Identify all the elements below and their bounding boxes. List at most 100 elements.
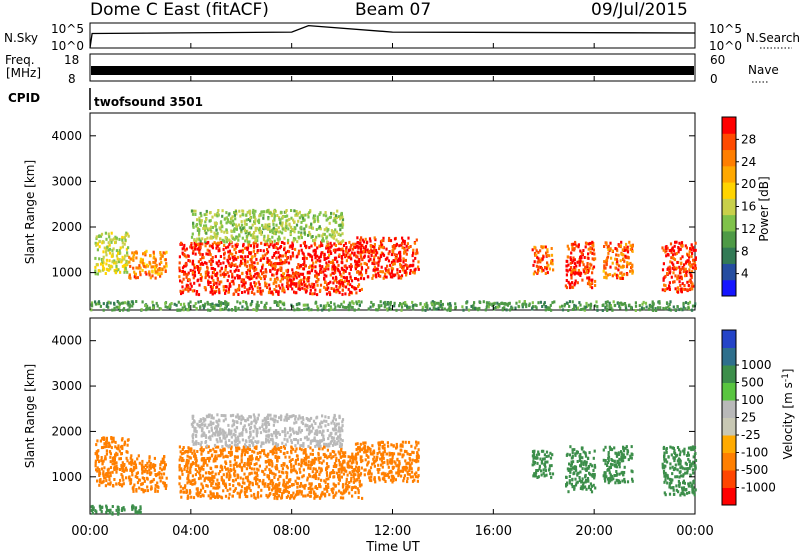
range-cell bbox=[160, 254, 163, 258]
range-cell bbox=[658, 300, 661, 304]
range-cell bbox=[384, 300, 387, 304]
range-cell bbox=[380, 265, 383, 269]
range-cell bbox=[323, 228, 326, 232]
range-cell bbox=[255, 445, 258, 449]
range-cell bbox=[343, 280, 346, 284]
range-cell bbox=[324, 492, 327, 496]
range-cell bbox=[319, 259, 322, 263]
range-cell bbox=[344, 469, 347, 473]
range-cell bbox=[286, 274, 289, 278]
range-cell bbox=[187, 495, 190, 499]
range-cell bbox=[190, 463, 193, 466]
range-cell bbox=[138, 486, 141, 490]
range-cell bbox=[375, 308, 378, 312]
range-cell bbox=[240, 468, 244, 472]
range-cell bbox=[160, 472, 163, 476]
range-cell bbox=[228, 212, 231, 216]
range-cell bbox=[271, 255, 274, 259]
range-cell bbox=[358, 260, 361, 264]
range-cell bbox=[113, 478, 116, 481]
range-cell bbox=[222, 479, 225, 483]
range-cell bbox=[382, 276, 385, 280]
range-cell bbox=[121, 245, 124, 249]
range-cell bbox=[276, 214, 279, 217]
range-cell bbox=[439, 303, 443, 307]
range-cell bbox=[325, 304, 328, 308]
range-cell bbox=[247, 447, 250, 451]
range-cell bbox=[588, 278, 591, 282]
range-cell bbox=[335, 214, 338, 218]
range-cell bbox=[382, 239, 385, 243]
range-cell bbox=[251, 261, 254, 265]
range-cell bbox=[310, 308, 313, 312]
range-cell bbox=[237, 269, 240, 272]
range-cell bbox=[214, 224, 217, 228]
range-cell bbox=[190, 447, 193, 451]
range-cell bbox=[115, 260, 118, 264]
range-cell bbox=[357, 473, 360, 477]
range-cell bbox=[94, 241, 97, 245]
range-cell bbox=[212, 486, 215, 490]
range-cell bbox=[591, 271, 594, 275]
range-cell bbox=[185, 460, 188, 464]
range-cell bbox=[178, 482, 181, 486]
range-cell bbox=[341, 223, 345, 227]
range-cell bbox=[268, 225, 271, 229]
range-cell bbox=[134, 475, 137, 479]
range-cell bbox=[238, 223, 241, 227]
range-cell bbox=[260, 257, 263, 261]
range-cell bbox=[126, 232, 129, 236]
range-cell bbox=[135, 300, 138, 303]
range-cell bbox=[289, 255, 292, 259]
range-cell bbox=[210, 414, 213, 418]
range-cell bbox=[121, 264, 124, 268]
range-cell bbox=[240, 485, 244, 489]
range-cell bbox=[300, 214, 303, 218]
range-cell bbox=[391, 275, 394, 279]
range-cell bbox=[220, 477, 224, 481]
station-title: Dome C East (fitACF) bbox=[90, 0, 269, 20]
range-cell bbox=[215, 246, 218, 250]
range-cell bbox=[307, 215, 310, 219]
range-cell bbox=[276, 277, 279, 281]
range-cell bbox=[222, 271, 226, 275]
range-cell bbox=[292, 218, 295, 222]
range-cell bbox=[363, 254, 366, 258]
range-cell bbox=[291, 483, 294, 486]
range-cell bbox=[314, 486, 317, 490]
range-cell bbox=[688, 260, 691, 264]
range-cell bbox=[185, 287, 188, 291]
range-cell bbox=[216, 484, 219, 488]
range-cell bbox=[251, 287, 254, 291]
range-cell bbox=[131, 304, 134, 308]
range-cell bbox=[220, 449, 223, 453]
range-cell bbox=[215, 450, 218, 454]
cpid-program: twofsound 3501 bbox=[94, 95, 203, 109]
range-cell bbox=[672, 271, 675, 275]
range-cell bbox=[107, 232, 110, 236]
range-cell bbox=[485, 301, 488, 305]
range-cell bbox=[608, 248, 611, 252]
range-cell bbox=[150, 485, 153, 489]
range-cell bbox=[347, 461, 350, 465]
range-cell bbox=[350, 257, 353, 261]
range-cell bbox=[350, 243, 353, 247]
range-cell bbox=[199, 266, 202, 270]
range-cell bbox=[294, 469, 297, 473]
range-cell bbox=[268, 468, 271, 472]
range-cell bbox=[191, 439, 194, 443]
range-cell bbox=[357, 491, 360, 495]
range-cell bbox=[283, 242, 286, 246]
range-cell bbox=[341, 281, 345, 285]
range-cell bbox=[337, 450, 340, 454]
range-cell bbox=[662, 262, 665, 266]
range-cell bbox=[210, 492, 213, 496]
range-cell bbox=[236, 464, 239, 468]
range-cell bbox=[658, 301, 661, 305]
range-cell bbox=[138, 264, 141, 268]
range-cell bbox=[320, 467, 323, 471]
range-cell bbox=[297, 287, 300, 291]
range-cell bbox=[328, 308, 331, 312]
range-cell bbox=[342, 249, 345, 253]
range-cell bbox=[668, 308, 671, 312]
